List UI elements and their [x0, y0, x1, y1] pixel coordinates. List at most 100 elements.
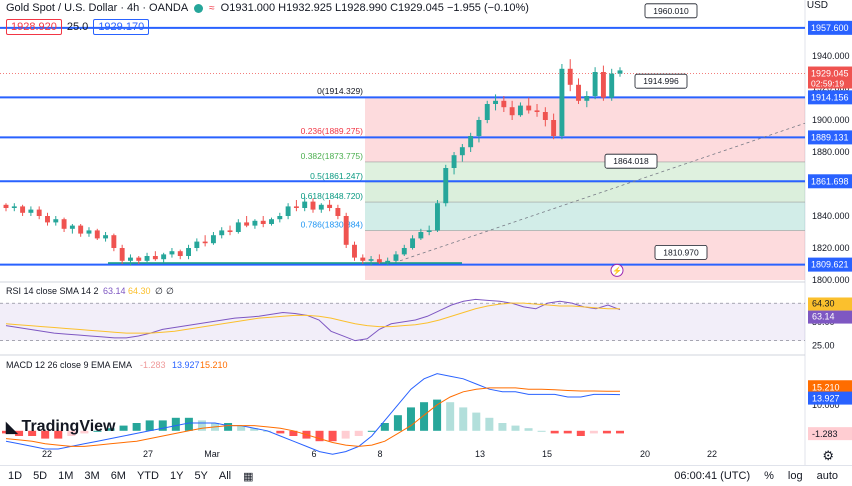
- timeframe-ytd[interactable]: YTD: [136, 470, 159, 482]
- tradingview-logo: ◣ TradingView: [6, 418, 116, 436]
- candle-body: [269, 219, 274, 224]
- candle-body: [293, 206, 299, 208]
- macd-histogram-bar: [184, 417, 193, 431]
- price-tick: 1900.000: [812, 115, 850, 125]
- candle-body: [78, 225, 84, 234]
- macd-histogram-bar: [498, 423, 507, 431]
- rsi-axis-label-bg: [808, 297, 852, 311]
- ask-price-button[interactable]: 1929.170: [93, 19, 150, 35]
- percent-toggle[interactable]: %: [764, 470, 774, 482]
- candle-body: [169, 251, 175, 255]
- candle-body: [592, 72, 598, 96]
- currency-label[interactable]: USD: [806, 0, 828, 11]
- bid-price-button[interactable]: 1928.920: [6, 19, 62, 35]
- price-tick: 1880.000: [812, 147, 850, 157]
- candle-body: [327, 204, 333, 208]
- market-open-icon: [194, 3, 204, 13]
- log-toggle[interactable]: log: [787, 470, 803, 482]
- candle-body: [534, 110, 540, 112]
- price-axis-label-bg: [808, 20, 852, 35]
- spread-value: 25.0: [66, 21, 89, 33]
- macd-histogram-bar: [80, 430, 89, 434]
- macd-histogram-bar: [589, 430, 598, 434]
- candle-body: [61, 219, 67, 229]
- candle-body: [94, 230, 100, 239]
- macd-axis-label-bg: [808, 427, 852, 441]
- macd-line: [5, 373, 621, 455]
- macd-histogram-bar: [132, 423, 141, 431]
- candle-body: [252, 220, 258, 226]
- timeframe-selector: 1D 5D 1M 3M 6M YTD 1Y 5Y All: [8, 470, 231, 482]
- settings-gear-icon[interactable]: ⚙: [822, 448, 834, 463]
- candle-body: [609, 73, 615, 98]
- timeframe-1y[interactable]: 1Y: [169, 470, 184, 482]
- candle-body: [368, 259, 374, 261]
- price-callout-label: 1960.010: [653, 6, 689, 16]
- macd-histogram-bar: [459, 407, 468, 431]
- macd-hist-value: -1.283: [140, 360, 166, 370]
- candle-body: [476, 120, 482, 136]
- candle-body: [559, 68, 565, 136]
- candle-body: [459, 147, 465, 156]
- signal-line: [5, 387, 620, 447]
- macd-axis-label: 13.927: [812, 394, 840, 404]
- candle-body: [352, 244, 357, 258]
- candle-body: [418, 232, 424, 239]
- timeframe-6m[interactable]: 6M: [110, 470, 126, 482]
- price-axis-label: 1861.698: [811, 176, 849, 186]
- auto-toggle[interactable]: auto: [816, 470, 838, 482]
- timeframe-1m[interactable]: 1M: [58, 470, 74, 482]
- macd-signal-value: 15.210: [200, 360, 228, 370]
- price-tick: 1800.000: [812, 275, 850, 285]
- time-tick: 20: [640, 449, 650, 459]
- timeframe-3m[interactable]: 3M: [84, 470, 100, 482]
- candle-body: [119, 248, 125, 261]
- price-axis-label: 1914.156: [811, 92, 849, 102]
- candle-body: [235, 222, 241, 232]
- timeframe-1d[interactable]: 1D: [8, 470, 23, 482]
- calendar-icon[interactable]: ▦: [243, 470, 254, 483]
- rsi-axis-label: 64.30: [812, 298, 835, 308]
- macd-axis-label: 15.210: [812, 382, 840, 392]
- candle-body: [509, 107, 515, 116]
- time-tick: 22: [42, 449, 52, 459]
- price-callout-label: 1914.996: [643, 76, 679, 86]
- macd-histogram-bar: [328, 430, 337, 442]
- timeframe-5y[interactable]: 5Y: [194, 470, 208, 482]
- candle-body: [567, 68, 573, 85]
- price-axis-label-bg: [808, 257, 852, 272]
- chart-canvas[interactable]: 0(1914.329) 0.236(1889.275) 0.382(1873.775…: [0, 0, 852, 465]
- brand-name: TradingView: [21, 418, 116, 435]
- fib-zone: [365, 97, 805, 138]
- macd-title: MACD 12 26 close 9 EMA EMA: [6, 360, 132, 370]
- time-tick: 27: [143, 449, 153, 459]
- candle-body: [393, 254, 399, 261]
- price-axis-label: 1957.600: [811, 23, 849, 33]
- candle-body: [20, 206, 26, 213]
- macd-histogram-bar: [446, 402, 455, 431]
- candle-body: [69, 225, 75, 229]
- candle-body: [385, 260, 391, 263]
- macd-histogram-bar: [380, 423, 389, 431]
- rsi-null-1: ∅: [155, 286, 163, 296]
- macd-value: 13.927: [172, 360, 200, 370]
- macd-histogram-bar: [289, 430, 298, 436]
- candle-body: [343, 216, 349, 245]
- symbol-title[interactable]: Gold Spot / U.S. Dollar · 4h · OANDA: [6, 2, 189, 14]
- macd-axis-label: -1.283: [812, 429, 838, 439]
- clock[interactable]: 06:00:41 (UTC): [674, 470, 751, 482]
- candle-body: [376, 259, 382, 263]
- chart-header: Gold Spot / U.S. Dollar · 4h · OANDA ≈ O…: [6, 0, 529, 16]
- price-callout-label: 1864.018: [613, 156, 649, 166]
- candle-body: [426, 230, 432, 232]
- timeframe-all[interactable]: All: [218, 470, 232, 482]
- candle-body: [468, 136, 474, 148]
- macd-histogram-bar: [67, 430, 76, 436]
- candle-body: [194, 241, 200, 248]
- price-callout-box: [654, 244, 708, 260]
- candle-body: [202, 241, 208, 244]
- macd-histogram-bar: [393, 415, 402, 431]
- timeframe-5d[interactable]: 5D: [33, 470, 48, 482]
- macd-histogram-bar: [563, 430, 572, 434]
- candle-body: [177, 251, 183, 256]
